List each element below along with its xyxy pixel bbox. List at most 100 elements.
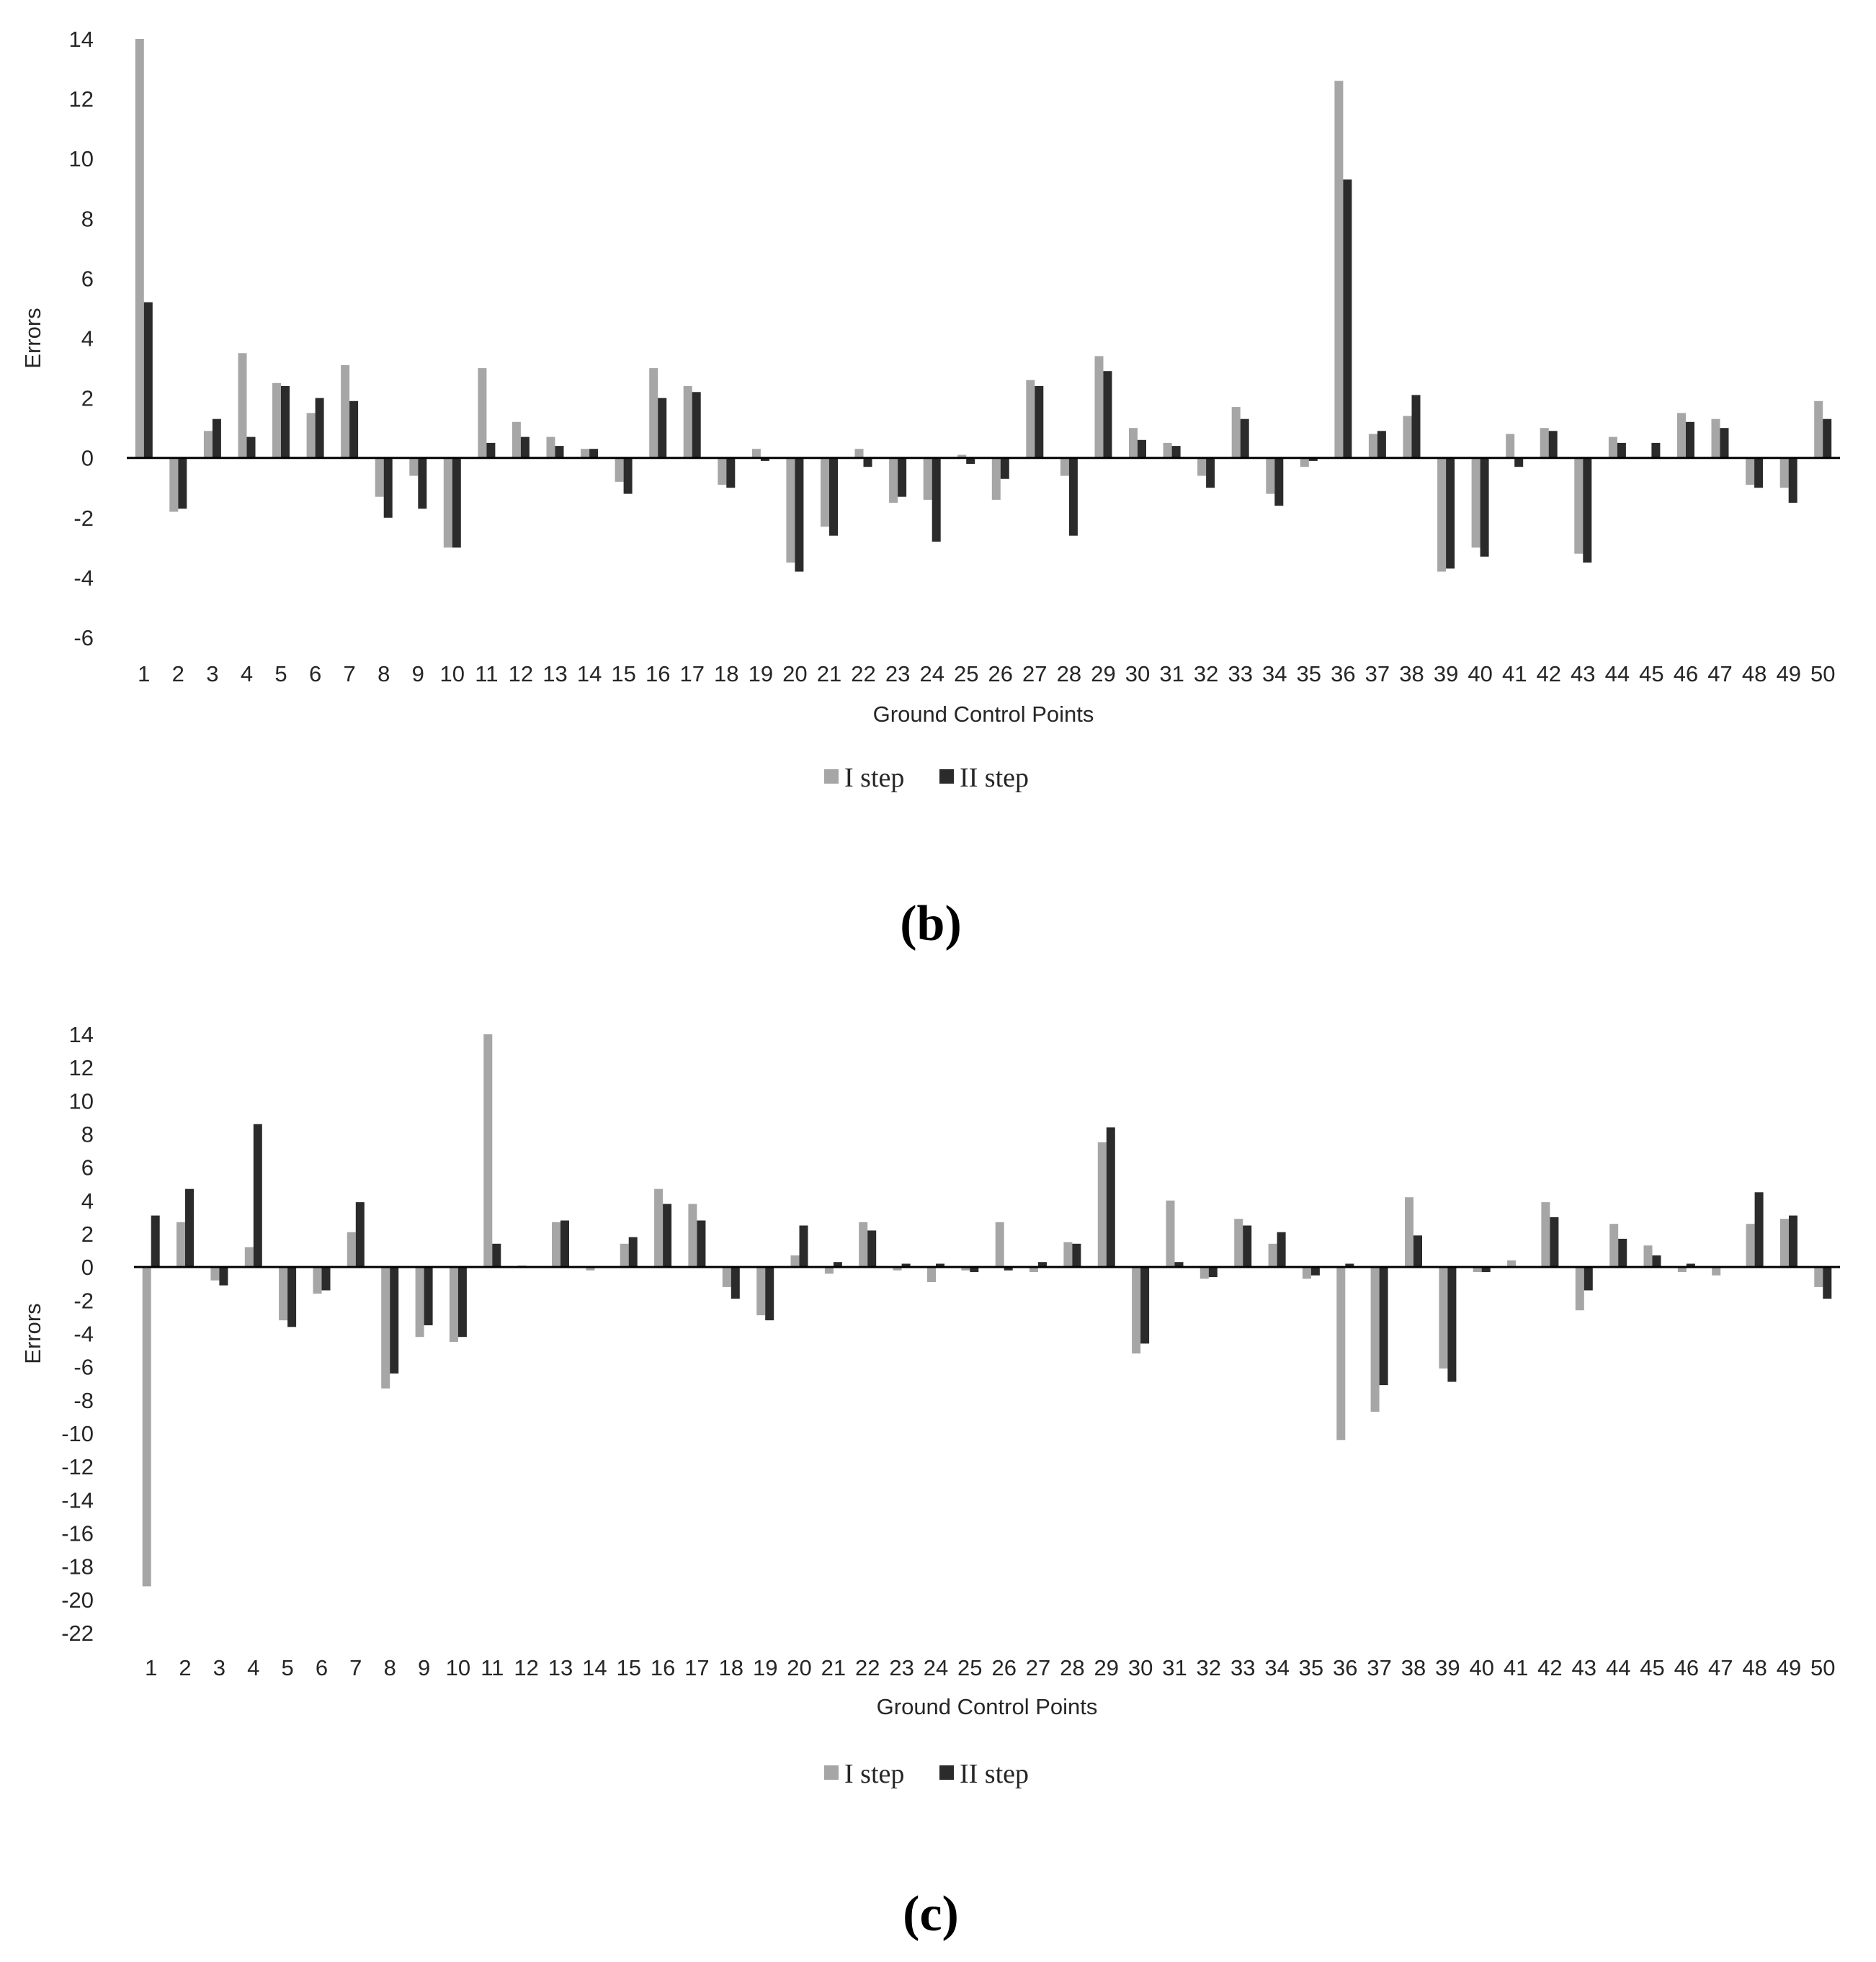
x-tick-label: 28 (1060, 1655, 1084, 1680)
y-tick-label: 0 (81, 446, 94, 471)
y-tick-label: 2 (81, 386, 94, 411)
x-tick-label: 40 (1468, 661, 1492, 686)
bar-i-step-8 (375, 457, 384, 497)
bar-i-step-17 (688, 1204, 697, 1268)
bar-ii-step-25 (970, 1267, 979, 1273)
legend-swatch-ii-step (939, 1765, 954, 1780)
bar-ii-step-10 (457, 1267, 467, 1338)
x-axis-label: Ground Control Points (873, 702, 1094, 727)
bar-ii-step-42 (1550, 1217, 1559, 1268)
x-tick-label: 32 (1194, 661, 1218, 686)
x-tick-label: 48 (1742, 661, 1766, 686)
bar-i-step-11 (483, 1034, 493, 1268)
bar-ii-step-15 (623, 457, 633, 494)
bar-ii-step-21 (833, 1262, 842, 1268)
bar-i-step-47 (1711, 418, 1720, 458)
bar-ii-step-2 (178, 457, 187, 509)
x-tick-label: 18 (714, 661, 738, 686)
bar-i-step-38 (1403, 416, 1412, 458)
bar-ii-step-43 (1583, 457, 1592, 563)
bar-i-step-27 (1029, 1267, 1038, 1273)
x-tick-label: 3 (206, 661, 218, 686)
y-tick-label: -4 (73, 1322, 94, 1347)
bar-ii-step-22 (867, 1230, 877, 1268)
bar-i-step-7 (341, 364, 350, 458)
bar-ii-step-29 (1106, 1127, 1115, 1268)
y-tick-label: 10 (69, 1088, 94, 1114)
bar-i-step-15 (615, 457, 624, 482)
bar-ii-step-37 (1377, 431, 1386, 458)
bar-ii-step-3 (219, 1267, 228, 1286)
x-tick-label: 11 (475, 661, 498, 686)
bar-ii-step-20 (795, 457, 804, 572)
bar-ii-step-33 (1240, 418, 1249, 458)
bar-ii-step-30 (1140, 1267, 1150, 1344)
x-tick-label: 23 (889, 1655, 914, 1680)
y-tick-label: 2 (81, 1222, 94, 1247)
bar-ii-step-5 (287, 1267, 297, 1327)
x-tick-label: 46 (1674, 661, 1698, 686)
x-tick-label: 7 (349, 1655, 362, 1680)
x-tick-label: 23 (885, 661, 910, 686)
bar-i-step-43 (1574, 457, 1584, 554)
bar-i-step-33 (1231, 407, 1241, 458)
legend-label: II step (960, 763, 1029, 793)
bar-i-step-14 (581, 449, 590, 458)
y-tick-label: 12 (69, 1055, 94, 1080)
bar-ii-step-39 (1447, 1267, 1457, 1382)
bar-i-step-13 (552, 1222, 560, 1268)
x-tick-label: 45 (1640, 1655, 1664, 1680)
bar-i-step-4 (238, 353, 247, 458)
bar-i-step-3 (203, 431, 213, 458)
x-tick-label: 42 (1536, 661, 1560, 686)
bar-i-step-36 (1336, 1267, 1346, 1441)
x-tick-label: 50 (1810, 1655, 1835, 1680)
bar-i-step-41 (1506, 434, 1515, 458)
bar-i-step-17 (683, 386, 692, 458)
bar-ii-step-6 (321, 1267, 331, 1291)
bar-ii-step-32 (1208, 1267, 1218, 1278)
bar-ii-step-50 (1823, 418, 1832, 458)
bar-ii-step-46 (1686, 1263, 1695, 1268)
x-tick-label: 25 (954, 661, 978, 686)
x-tick-label: 6 (316, 1655, 328, 1680)
y-tick-label: 0 (81, 1255, 94, 1280)
bar-ii-step-21 (829, 457, 838, 536)
y-tick-label: -8 (73, 1388, 94, 1413)
bar-ii-step-16 (658, 398, 667, 458)
figure-caption: (b) (900, 896, 962, 951)
bar-i-step-4 (244, 1247, 254, 1268)
bar-ii-step-44 (1617, 442, 1626, 458)
x-tick-label: 15 (616, 1655, 640, 1680)
x-tick-label: 5 (274, 661, 287, 686)
legend-label: I step (844, 1759, 904, 1789)
bar-i-step-43 (1575, 1267, 1584, 1311)
x-tick-label: 27 (1026, 1655, 1050, 1680)
bar-i-step-39 (1439, 1267, 1448, 1369)
bar-i-step-12 (512, 421, 521, 458)
bar-i-step-40 (1471, 457, 1480, 548)
y-tick-label: 8 (81, 1122, 94, 1147)
y-tick-label: 12 (69, 86, 94, 112)
bar-i-step-41 (1507, 1260, 1517, 1268)
bar-i-step-34 (1266, 457, 1275, 494)
x-axis-label: Ground Control Points (877, 1694, 1098, 1719)
bar-i-step-45 (1643, 1245, 1653, 1268)
bar-ii-step-23 (898, 457, 907, 497)
bar-ii-step-44 (1618, 1238, 1627, 1268)
bar-i-step-34 (1268, 1243, 1277, 1268)
bar-ii-step-43 (1584, 1267, 1593, 1291)
x-tick-label: 24 (924, 1655, 948, 1680)
x-tick-label: 34 (1264, 1655, 1289, 1680)
bar-i-step-40 (1473, 1267, 1482, 1273)
bar-i-step-26 (995, 1222, 1004, 1268)
x-tick-label: 46 (1674, 1655, 1699, 1680)
bar-ii-step-35 (1308, 457, 1318, 461)
bar-ii-step-40 (1480, 457, 1489, 557)
bar-i-step-50 (1814, 1267, 1823, 1287)
bar-i-step-21 (821, 457, 829, 527)
bar-i-step-19 (751, 449, 761, 458)
bar-i-step-36 (1334, 81, 1344, 458)
x-tick-label: 30 (1128, 1655, 1153, 1680)
bar-i-step-16 (654, 1188, 664, 1268)
